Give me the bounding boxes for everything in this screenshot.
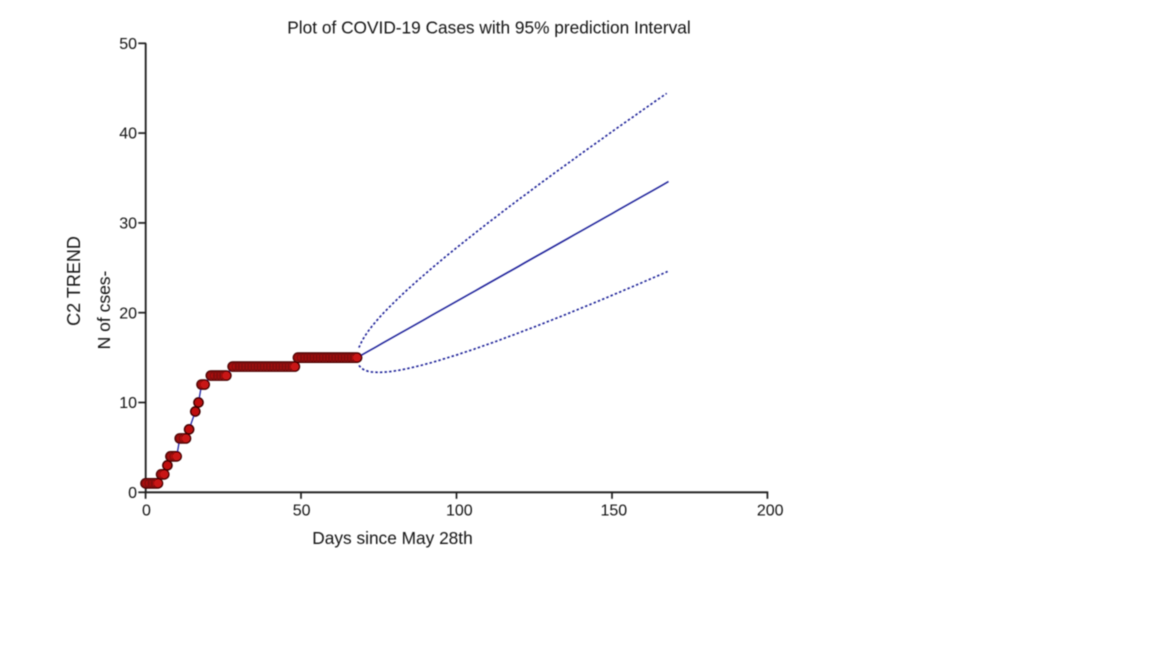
svg-text:C2 TREND: C2 TREND [64,236,84,326]
svg-text:150: 150 [600,502,627,519]
svg-text:10: 10 [119,395,137,412]
svg-text:Days since May 28th: Days since May 28th [312,528,472,548]
svg-text:100: 100 [446,502,473,519]
svg-text:50: 50 [293,502,311,519]
svg-text:0: 0 [128,485,137,502]
svg-text:Plot of COVID-19 Cases with 95: Plot of COVID-19 Cases with 95% predicti… [287,18,690,38]
svg-text:50: 50 [119,36,137,53]
svg-text:N of cses-: N of cses- [94,270,114,349]
svg-text:30: 30 [119,216,137,233]
svg-text:200: 200 [757,502,784,519]
svg-text:20: 20 [119,305,137,322]
svg-text:40: 40 [119,126,137,143]
svg-text:0: 0 [142,502,151,519]
